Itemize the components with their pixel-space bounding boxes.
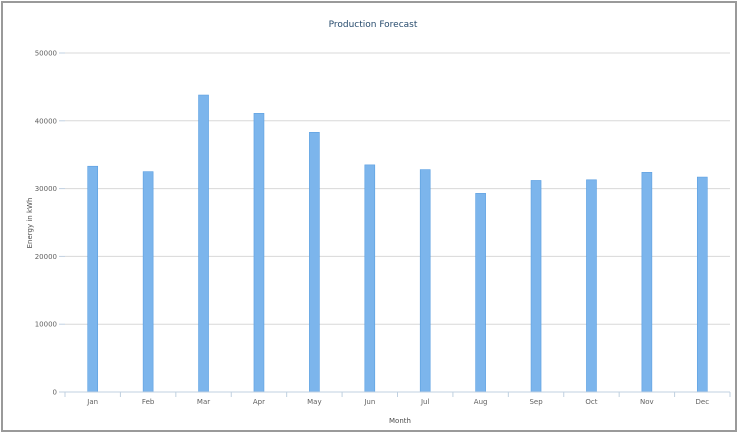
x-axis: Jan Feb Mar Apr May Jun Jul Aug Sep Oct Nov Dec xyxy=(64,392,731,406)
y-axis-title: Energy in kWh xyxy=(26,198,34,249)
bar-jul[interactable] xyxy=(419,169,431,393)
bar-series xyxy=(87,94,708,393)
bar-jan[interactable] xyxy=(87,165,99,393)
x-tick-label: Oct xyxy=(585,398,597,406)
bar-feb[interactable] xyxy=(142,171,154,393)
bar-may[interactable] xyxy=(309,132,320,393)
y-tick-label: 0 xyxy=(53,389,57,397)
x-tick-label: Mar xyxy=(197,398,210,406)
y-tick-label: 40000 xyxy=(35,117,57,125)
x-axis-title: Month xyxy=(389,417,411,425)
x-tick-label: Jan xyxy=(86,398,98,406)
bar-nov[interactable] xyxy=(641,172,653,393)
x-tick-label: Sep xyxy=(529,398,543,406)
x-tick-label: Nov xyxy=(640,398,654,406)
y-tick-label: 10000 xyxy=(35,321,57,329)
x-tick-label: Feb xyxy=(142,398,155,406)
x-tick-label: Jun xyxy=(363,398,375,406)
x-tick-label: Dec xyxy=(696,398,710,406)
bar-oct[interactable] xyxy=(586,179,597,393)
y-tick-label: 20000 xyxy=(35,253,57,261)
gridlines xyxy=(65,52,730,325)
x-tick-label: Aug xyxy=(474,398,488,406)
y-tick-label: 30000 xyxy=(35,185,57,193)
x-tick-label: Apr xyxy=(253,398,265,406)
y-axis: 0 10000 20000 30000 40000 50000 xyxy=(35,50,65,397)
x-tick-label: May xyxy=(307,398,321,406)
y-tick-label: 50000 xyxy=(35,50,57,58)
chart-title: Production Forecast xyxy=(329,20,418,30)
bar-mar[interactable] xyxy=(198,94,209,393)
bar-sep[interactable] xyxy=(530,180,542,393)
bar-jun[interactable] xyxy=(364,164,376,393)
bar-aug[interactable] xyxy=(475,193,486,393)
x-tick-label: Jul xyxy=(420,398,430,406)
bar-dec[interactable] xyxy=(696,176,708,393)
bar-apr[interactable] xyxy=(253,113,265,393)
